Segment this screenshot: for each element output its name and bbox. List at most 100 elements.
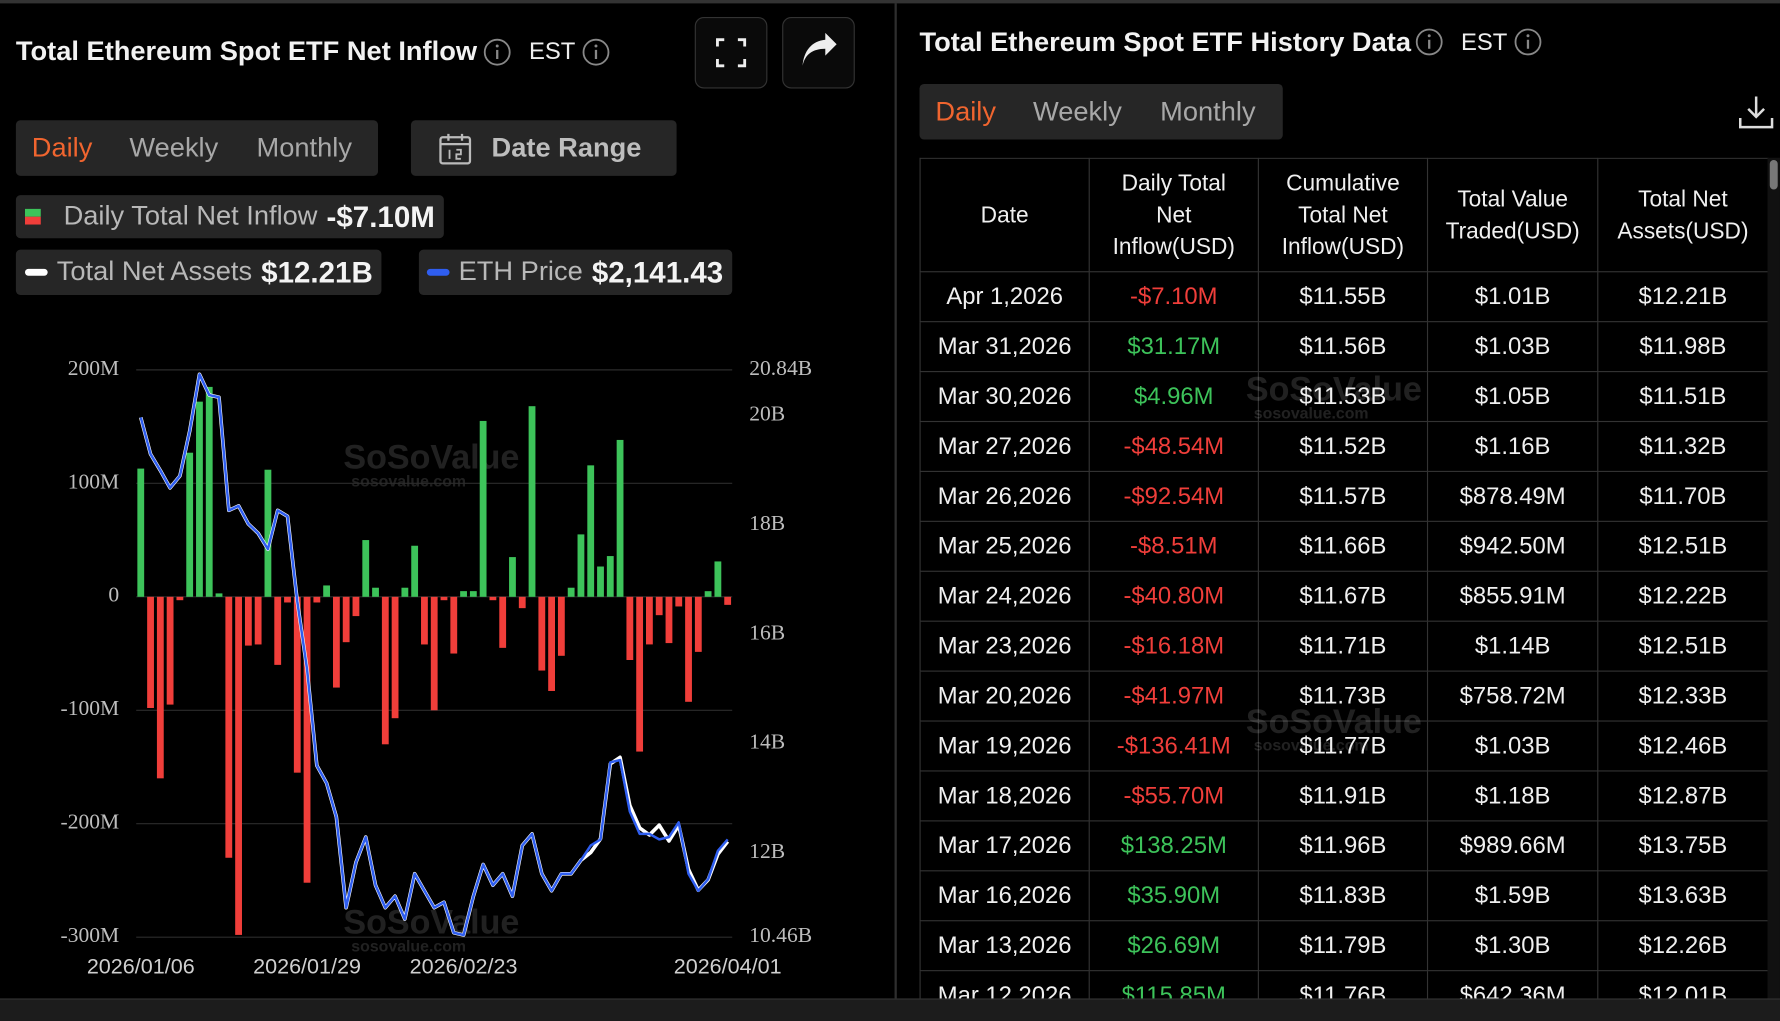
table-cell: $12.01B	[1597, 970, 1769, 999]
table-cell: $26.69M	[1088, 920, 1259, 972]
bar	[332, 596, 340, 688]
bar	[205, 386, 213, 597]
table-cell: $11.32B	[1597, 420, 1769, 472]
table-cell: $12.51B	[1597, 620, 1769, 672]
table-cell: $1.30B	[1426, 920, 1599, 972]
divider	[894, 3, 897, 999]
table-row: Mar 27,2026 -$48.54M $11.52B $1.16B $11.32B	[919, 420, 1769, 472]
table-cell: $12.51B	[1597, 520, 1769, 572]
tab[interactable]: Weekly	[1033, 95, 1122, 127]
bar	[567, 587, 575, 597]
download-button[interactable]	[1737, 93, 1776, 132]
y2-tick-label: 20B	[749, 402, 785, 426]
table-cell: Mar 30,2026	[919, 371, 1090, 423]
scrollbar[interactable]	[1767, 157, 1780, 999]
bar	[724, 596, 732, 605]
bar	[548, 596, 555, 691]
y2-tick-label: 20.84B	[749, 356, 812, 380]
bar	[704, 591, 712, 597]
bar	[225, 596, 233, 858]
chart: SoSoValuesosovalue.comSoSoValuesosovalue…	[61, 356, 813, 979]
info-icon[interactable]	[482, 37, 512, 66]
y2-tick-label: 10.46B	[749, 923, 812, 947]
bar	[440, 596, 448, 601]
bar	[147, 596, 154, 708]
info-icon[interactable]	[1513, 27, 1543, 56]
bar	[352, 596, 360, 617]
bar	[421, 596, 428, 645]
period-tabs: Daily Weekly Monthly	[919, 83, 1283, 140]
tab[interactable]: Daily	[31, 132, 93, 163]
column-header: Total Value Traded(USD)	[1426, 157, 1599, 273]
panel-title: Total Ethereum Spot ETF History Data	[919, 27, 1411, 58]
table-cell: -$16.18M	[1088, 620, 1259, 672]
table-viewport: Date Daily Total Net Inflow(USD) Cumulativ…	[919, 157, 1769, 999]
y-tick-label: -200M	[61, 810, 120, 834]
table-cell: -$40.80M	[1088, 570, 1259, 622]
table-cell: $878.49M	[1426, 470, 1599, 522]
legend-value: $12.21B	[261, 254, 373, 289]
history-table: Date Daily Total Net Inflow(USD) Cumulativ…	[919, 157, 1769, 999]
table-cell: $1.01B	[1426, 271, 1599, 323]
bar	[479, 420, 487, 597]
table-cell: $1.14B	[1426, 620, 1599, 672]
bar	[401, 587, 409, 597]
bar	[274, 596, 282, 665]
table-cell: Mar 26,2026	[919, 470, 1090, 522]
table-row: Mar 17,2026 $138.25M $11.96B $989.66M $13.75…	[919, 820, 1769, 872]
watermark: SoSoValue	[343, 439, 519, 477]
table-cell: $1.03B	[1426, 720, 1599, 772]
date-range-label: Date Range	[491, 132, 642, 164]
bar	[303, 596, 311, 883]
tab[interactable]: Weekly	[129, 132, 219, 163]
bar	[577, 534, 585, 597]
watermark-url: sosovalue.com	[351, 473, 466, 490]
table-cell: Mar 20,2026	[919, 670, 1090, 722]
legend-item[interactable]: ETH Price $2,141.43	[418, 249, 733, 295]
table-row: Mar 23,2026 -$16.18M $11.71B $1.14B $12.51B	[919, 620, 1769, 672]
timezone: EST	[529, 38, 576, 65]
bar	[460, 591, 467, 597]
date-range-button[interactable]: Date Range	[410, 120, 677, 176]
watermark: SoSoValue	[1246, 703, 1422, 741]
bar	[616, 439, 624, 597]
legend-item[interactable]: Total Net Assets $12.21B	[15, 249, 382, 295]
info-icon[interactable]	[1414, 27, 1444, 56]
table-cell: $11.67B	[1257, 570, 1429, 622]
bar	[254, 596, 262, 645]
fullscreen-button[interactable]	[694, 17, 768, 89]
bar	[342, 596, 350, 643]
table-cell: Mar 17,2026	[919, 820, 1090, 872]
table-cell: $1.59B	[1426, 870, 1599, 922]
table-cell: -$92.54M	[1088, 470, 1259, 522]
table-cell: $13.75B	[1597, 820, 1769, 872]
table-cell: $35.90M	[1088, 870, 1259, 922]
table-cell: Mar 12,2026	[919, 970, 1090, 999]
info-icon[interactable]	[581, 37, 611, 66]
tab[interactable]: Monthly	[256, 132, 352, 163]
bar	[626, 596, 634, 660]
x-tick-label: 2026/01/29	[253, 954, 361, 979]
tab[interactable]: Monthly	[1160, 95, 1256, 127]
y2-tick-label: 14B	[749, 730, 785, 754]
bar	[587, 465, 595, 597]
table-cell: $11.77B	[1257, 720, 1429, 772]
bar	[381, 596, 389, 745]
share-button[interactable]	[782, 17, 855, 89]
table-cell: $1.05B	[1426, 371, 1599, 423]
table-cell: Mar 13,2026	[919, 920, 1090, 972]
table-row: Mar 30,2026 $4.96M $11.53B $1.05B $11.51B	[919, 371, 1769, 423]
tab[interactable]: Daily	[935, 95, 996, 127]
y-tick-label: 200M	[68, 356, 119, 380]
table-cell: $11.55B	[1257, 271, 1429, 323]
column-header: Date	[919, 157, 1090, 273]
table-cell: $11.76B	[1257, 970, 1429, 999]
table-cell: $12.21B	[1597, 271, 1769, 323]
watermark: SoSoValue	[1246, 370, 1422, 408]
table-cell: Mar 25,2026	[919, 520, 1090, 572]
bar	[597, 566, 604, 597]
legend-label: ETH Price	[458, 256, 583, 288]
bar	[166, 596, 174, 705]
legend-item[interactable]: Daily Total Net Inflow -$7.10M	[15, 195, 444, 239]
